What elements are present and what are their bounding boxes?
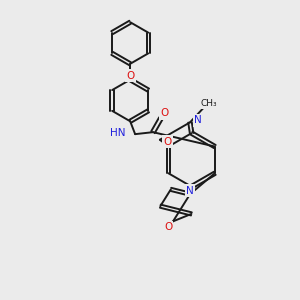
Text: CH₃: CH₃ [200, 99, 217, 108]
Text: N: N [194, 116, 202, 125]
Text: O: O [126, 71, 134, 81]
Text: HN: HN [110, 128, 125, 138]
Text: O: O [164, 137, 172, 147]
Text: O: O [164, 222, 172, 232]
Text: N: N [186, 186, 194, 196]
Text: O: O [161, 108, 169, 118]
